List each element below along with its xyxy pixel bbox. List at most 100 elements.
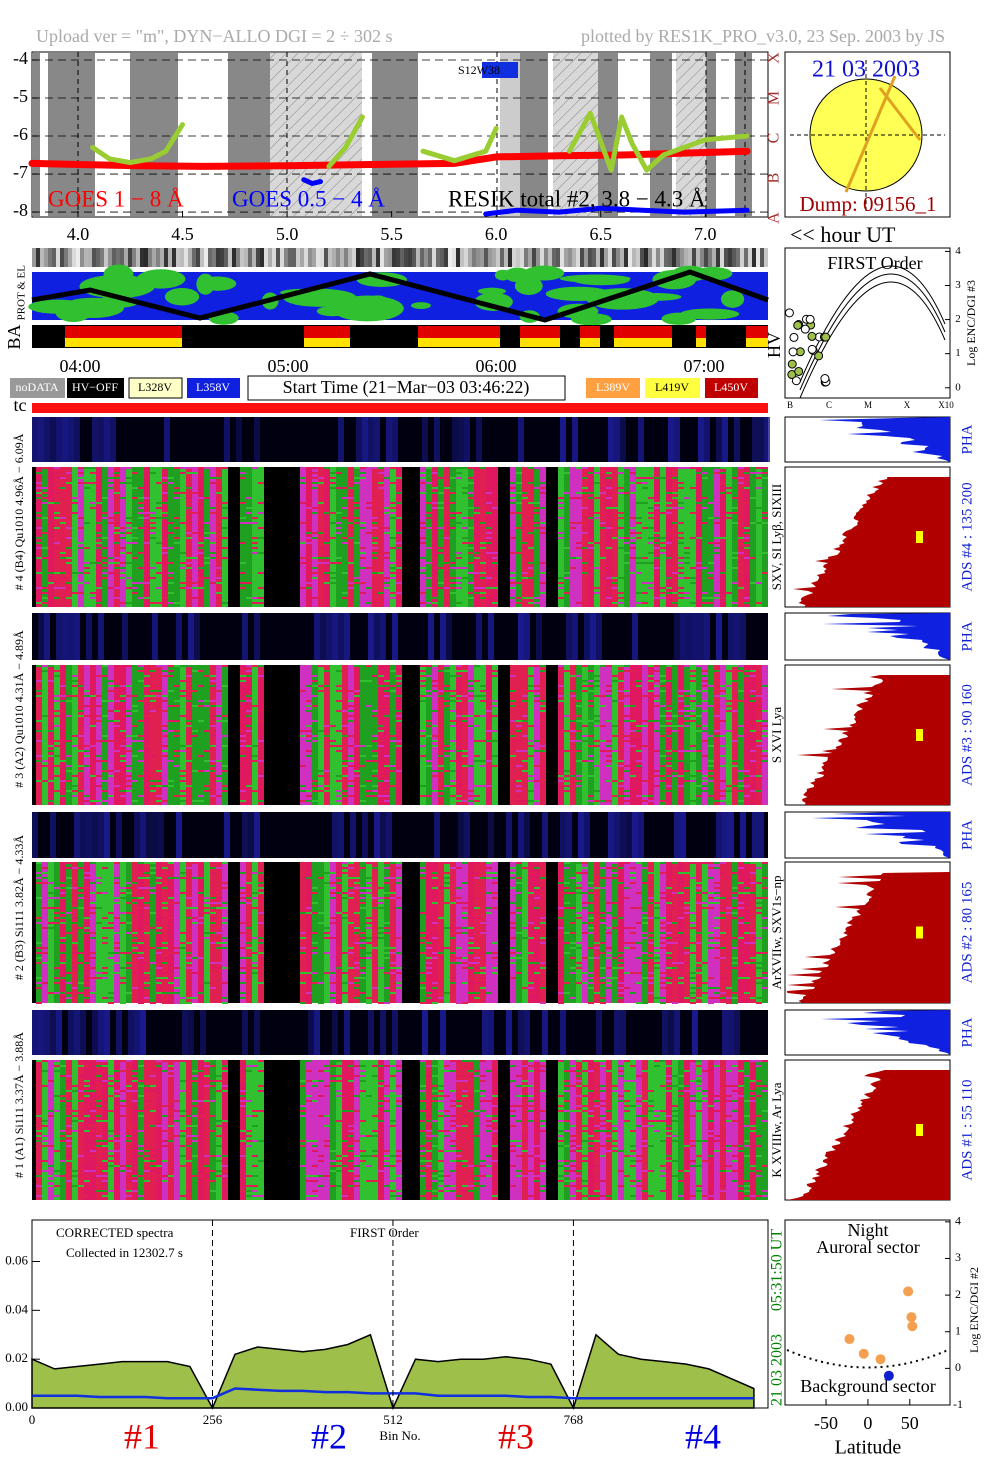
heatmap-stripe [144,502,150,504]
heatmap-stripe [612,967,618,969]
heatmap-stripe [642,527,648,529]
heatmap-stripe [120,800,126,802]
heatmap-stripe [642,947,648,949]
heatmap-stripe [96,547,102,549]
heatmap-stripe [210,477,216,479]
heatmap-stripe [36,1002,42,1004]
heatmap-stripe [426,547,432,549]
heatmap-stripe [210,912,216,914]
heatmap-stripe [204,932,210,934]
heatmap-stripe [348,760,354,762]
heatmap-stripe [522,492,528,494]
heatmap-stripe [126,912,132,914]
heatmap-stripe [480,765,486,767]
heatmap-stripe [678,887,684,889]
heatmap-stripe [732,740,738,742]
heatmap-stripe [174,987,180,989]
heatmap-stripe [258,562,264,564]
heatmap-stripe [564,867,570,869]
observation-dot [794,366,804,376]
heatmap-stripe [438,695,444,697]
heatmap-stripe [72,795,78,797]
heatmap-stripe [102,927,108,929]
heatmap-stripe [762,472,768,474]
heatmap-stripe [594,567,600,569]
heatmap-stripe [636,725,642,727]
heatmap-stripe [216,690,222,692]
heatmap-stripe [312,780,318,782]
heatmap-stripe [90,932,96,934]
heatmap-stripe [252,872,258,874]
heatmap-stripe [438,592,444,594]
heatmap-stripe [630,517,636,519]
heatmap-stripe [390,502,396,504]
heatmap-stripe [306,877,312,879]
heatmap-stripe [726,967,732,969]
heatmap-stripe [216,487,222,489]
heatmap-stripe [654,507,660,509]
heatmap-stripe [666,907,672,909]
heatmap-column [444,665,450,805]
heatmap-stripe [450,977,456,979]
heatmap-stripe [648,562,654,564]
heatmap-stripe [60,882,66,884]
heatmap-stripe [222,527,228,529]
heatmap-stripe [120,577,126,579]
heatmap-stripe [636,522,642,524]
heatmap-stripe [384,952,390,954]
grey-strip [256,248,260,267]
heatmap-stripe [450,562,456,564]
orbit-track [31,269,769,323]
heatmap-stripe [660,977,666,979]
heatmap-stripe [444,785,450,787]
heatmap-column [330,862,336,1003]
heatmap-stripe [108,957,114,959]
heatmap-stripe [534,597,540,599]
heatmap-stripe [366,942,372,944]
heatmap-column [348,862,354,1003]
heatmap-stripe [624,775,630,777]
heatmap-stripe [462,482,468,484]
heatmap-stripe [162,597,168,599]
heatmap-stripe [684,670,690,672]
heatmap-stripe [636,502,642,504]
heatmap-stripe [558,917,564,919]
heatmap-stripe [378,482,384,484]
heatmap-stripe [654,547,660,549]
pha-column [44,613,50,660]
heatmap-stripe [468,507,474,509]
heatmap-stripe [576,932,582,934]
heatmap-stripe [390,947,396,949]
heatmap-stripe [240,477,246,479]
heatmap-stripe [378,670,384,672]
heatmap-stripe [216,795,222,797]
heatmap-stripe [528,790,534,792]
heatmap-stripe [486,715,492,717]
heatmap-stripe [186,775,192,777]
heatmap-stripe [558,700,564,702]
heatmap-stripe [456,537,462,539]
x-tick-label: 768 [564,1412,584,1427]
heatmap-stripe [36,482,42,484]
heatmap-stripe [186,467,192,469]
heatmap-stripe [246,902,252,904]
heatmap-stripe [258,740,264,742]
heatmap-stripe [672,730,678,732]
heatmap-stripe [474,665,480,667]
heatmap-stripe [72,502,78,504]
heatmap-column [198,862,204,1003]
heatmap-stripe [462,917,468,919]
heatmap-stripe [420,952,426,954]
grey-strip [272,248,276,267]
heatmap-stripe [204,735,210,737]
heatmap-stripe [150,512,156,514]
heatmap-stripe [702,690,708,692]
heatmap-stripe [444,887,450,889]
heatmap-stripe [588,552,594,554]
heatmap-column [354,665,360,805]
heatmap-stripe [666,542,672,544]
heatmap-stripe [510,675,516,677]
heatmap-stripe [738,902,744,904]
heatmap-stripe [354,927,360,929]
heatmap-stripe [714,537,720,539]
